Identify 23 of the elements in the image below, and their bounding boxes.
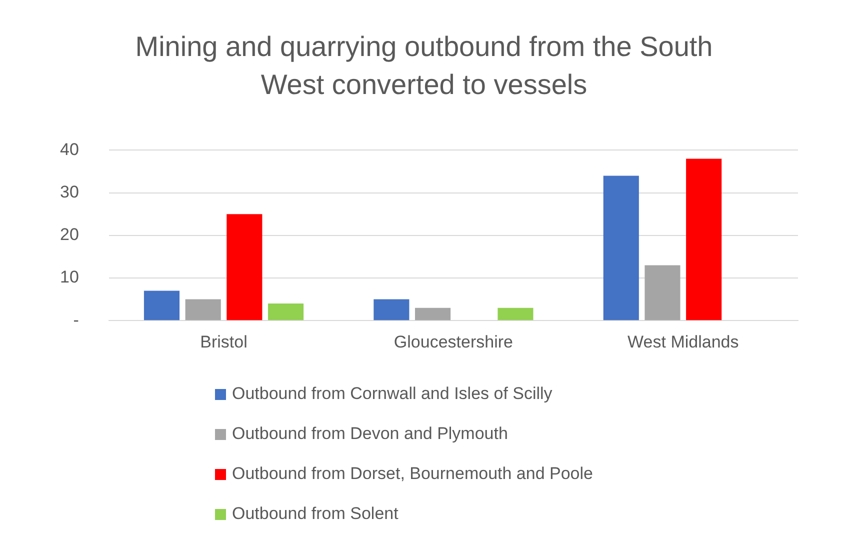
legend-label: Outbound from Devon and Plymouth — [232, 424, 508, 444]
y-tick-label: - — [73, 310, 79, 330]
x-tick-label: West Midlands — [628, 332, 739, 352]
y-tick-label: 20 — [60, 225, 79, 244]
bar — [144, 290, 180, 320]
y-tick-label: 10 — [60, 268, 79, 287]
chart-title: Mining and quarrying outbound from the South West converted to vessels — [134, 30, 714, 102]
bar — [268, 304, 304, 320]
bar — [374, 299, 410, 320]
bar — [226, 214, 262, 320]
legend-label: Outbound from Solent — [232, 504, 398, 524]
y-tick-label: 30 — [60, 182, 79, 202]
bar — [185, 299, 221, 320]
bar — [644, 265, 680, 320]
x-tick-label: Gloucestershire — [394, 332, 513, 352]
y-tick-label: 40 — [60, 140, 79, 159]
x-tick-label: Bristol — [200, 332, 248, 352]
legend-label: Outbound from Cornwall and Isles of Scilly — [232, 384, 552, 404]
bar — [686, 158, 722, 320]
bar — [603, 176, 639, 320]
bar — [498, 308, 534, 320]
bar — [415, 308, 451, 320]
legend-label: Outbound from Dorset, Bournemouth and Poole — [232, 464, 593, 484]
